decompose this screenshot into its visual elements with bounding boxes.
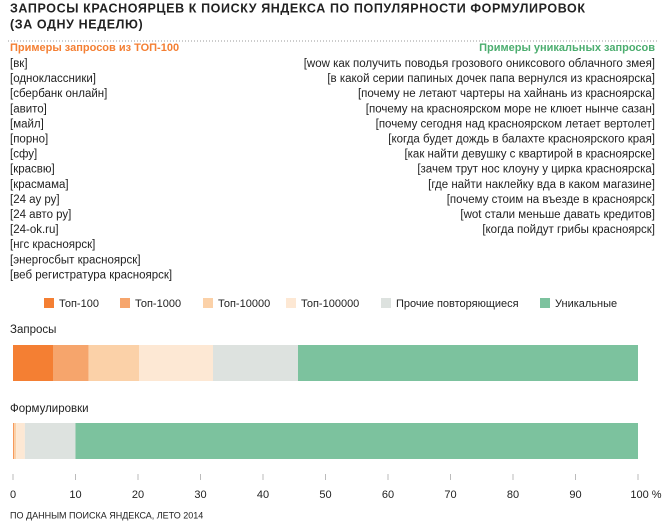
list-item: [майл] [10,118,44,130]
bar-segment [13,423,15,459]
legend-swatch [540,298,550,308]
bar-segment [75,423,638,459]
list-item: [почему на красноярском море не клюет ны… [366,103,655,115]
legend-swatch [120,298,130,308]
list-item: [вк] [10,58,28,70]
x-tick-label: 20 [132,489,144,501]
list-item: [порно] [10,134,48,146]
bar-segment [13,345,53,381]
legend-label: Топ-100 [59,298,99,310]
chart-title: (ЗА ОДНУ НЕДЕЛЮ) [10,17,143,31]
list-item: [почему не летают чартеры на хайнань из … [358,88,655,100]
x-tick-label: 10 [69,489,81,501]
list-item: [когда будет дождь в балахте красноярско… [388,134,655,146]
legend-label: Прочие повторяющиеся [396,298,519,310]
x-tick-label: 100 % [630,489,661,501]
list-item: [зачем трут нос клоуну у цирка красноярс… [417,164,655,176]
bar-segment [88,345,140,381]
bar-segment [139,345,213,381]
x-tick-label: 70 [444,489,456,501]
legend-label: Топ-1000 [135,298,181,310]
legend-swatch [381,298,391,308]
list-title: Примеры запросов из ТОП-100 [10,42,179,54]
legend-swatch [203,298,213,308]
bar-segment [14,423,17,459]
list-item: [24 ау ру] [10,194,60,206]
list-item: [24 авто ру] [10,209,71,221]
list-item: [когда пойдут грибы красноярск] [482,224,655,236]
list-item: [24-ok.ru] [10,224,59,236]
list-item: [красмама] [10,179,69,191]
x-tick-label: 60 [382,489,394,501]
x-tick-label: 0 [10,489,16,501]
chart-title: ЗАПРОСЫ КРАСНОЯРЦЕВ К ПОИСКУ ЯНДЕКСА ПО … [10,1,586,15]
x-tick-label: 30 [194,489,206,501]
x-tick-label: 50 [319,489,331,501]
list-item: [почему стоим на въезде в красноярск] [447,194,655,206]
bar-segment [53,345,89,381]
x-tick-label: 40 [257,489,269,501]
list-item: [сфу] [10,149,37,161]
list-item: [wow как получить поводья грозового оник… [304,58,655,70]
list-item: [красвю] [10,164,55,176]
list-item: [где найти наклейку вда в каком магазине… [428,179,655,191]
legend-swatch [44,298,54,308]
list-item: [веб регистратура красноярск] [10,269,172,281]
list-item: [сбербанк онлайн] [10,88,107,100]
list-item: [энергосбыт красноярск] [10,254,141,266]
bar-segment [16,423,25,459]
legend-label: Уникальные [555,298,617,310]
legend-label: Топ-100000 [301,298,359,310]
legend-swatch [286,298,296,308]
list-item: [как найти девушку с квартирой в красноя… [404,149,655,161]
legend-label: Топ-10000 [218,298,270,310]
list-item: [в какой серии папиных дочек папа вернул… [327,73,655,85]
list-item: [wot стали меньше давать кредитов] [460,209,655,221]
category-label: Формулировки [10,403,89,415]
bar-segment [213,345,298,381]
category-label: Запросы [10,324,56,336]
bar-segment [13,423,14,459]
list-item: [почему сегодня над красноярском летает … [376,118,655,130]
list-item: [одноклассники] [10,73,96,85]
list-title: Примеры уникальных запросов [479,42,655,54]
bar-segment [298,345,638,381]
source: ПО ДАННЫМ ПОИСКА ЯНДЕКСА, ЛЕТО 2014 [10,510,203,520]
list-item: [нгс красноярск] [10,239,95,251]
bar-segment [24,423,76,459]
list-item: [авито] [10,103,47,115]
x-tick-label: 80 [507,489,519,501]
x-tick-label: 90 [569,489,581,501]
